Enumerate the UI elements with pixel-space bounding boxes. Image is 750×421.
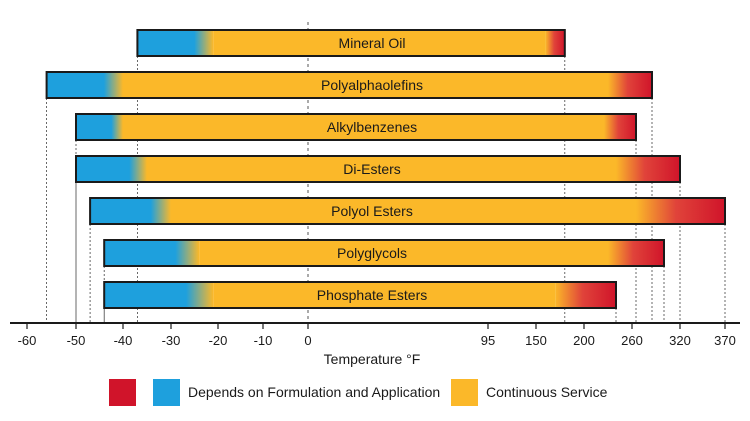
legend-swatch-1 [109,379,136,406]
bar-label: Polyalphaolefins [321,77,423,93]
bar-segment-1 [90,198,171,224]
bar-segment-2 [123,114,604,140]
bar-segment-3 [555,282,616,308]
bars: Mineral Oil Polyalphaolefins Alkylbenzenes… [45,29,727,309]
legend-swatch-2 [153,379,180,406]
bar-di-esters: Di-Esters [75,155,681,183]
x-tick-label: -50 [67,333,86,348]
bar-outline [103,239,665,267]
bar-segment-3 [636,198,725,224]
bar-segment-1 [104,282,214,308]
bar-segment-2 [199,240,608,266]
bar-polyalphaolefins: Polyalphaolefins [45,71,654,99]
bar-outline [136,29,566,57]
bar-segment-1 [76,156,147,182]
bar-segment-3 [604,114,636,140]
bar-outline [45,71,654,99]
x-tick-label: 200 [573,333,595,348]
x-tick-label: -20 [209,333,228,348]
bar-outline [103,281,617,309]
x-tick-label: 260 [621,333,643,348]
x-tick-label: -40 [114,333,133,348]
x-tick-label: 320 [669,333,691,348]
bar-polyglycols: Polyglycols [103,239,665,267]
bar-segment-1 [104,240,200,266]
bar-label: Di-Esters [343,161,401,177]
bar-alkylbenzenes: Alkylbenzenes [75,113,637,141]
x-tick-label: -10 [254,333,273,348]
x-tick-label: 150 [525,333,547,348]
bar-segment-1 [46,72,123,98]
bar-label: Polyol Esters [331,203,413,219]
bar-segment-2 [123,72,608,98]
bar-outline [75,155,681,183]
bar-label: Phosphate Esters [317,287,428,303]
bar-segment-1 [137,30,214,56]
x-tick-label: 95 [481,333,495,348]
x-axis: -60 -50 -40 -30 -20 -10 0 95 150 200 260 320 370 [10,322,740,348]
bar-segment-3 [545,30,565,56]
bar-segment-2 [147,156,616,182]
bar-label: Alkylbenzenes [327,119,417,135]
legend-label-2: Depends on Formulation and Application [188,384,440,400]
bar-segment-3 [616,156,680,182]
bar-outline [75,113,637,141]
x-axis-title: Temperature °F [324,351,421,367]
bar-segment-2 [171,198,636,224]
bar-segment-3 [608,240,664,266]
x-tick-label: -60 [18,333,37,348]
bar-outline [89,197,727,225]
bar-mineral-oil: Mineral Oil [136,29,566,57]
legend-label-3: Continuous Service [486,384,608,400]
bar-segment-2 [213,30,546,56]
bar-segment-3 [608,72,652,98]
bar-polyol-esters: Polyol Esters [89,197,727,225]
bar-segment-2 [213,282,556,308]
x-tick-label: 370 [714,333,736,348]
bar-label: Polyglycols [337,245,407,261]
legend-swatch-3 [451,379,478,406]
bar-segment-1 [76,114,123,140]
x-tick-label: 0 [304,333,311,348]
bar-phosphate-esters: Phosphate Esters [103,281,617,309]
bar-label: Mineral Oil [339,35,406,51]
x-tick-label: -30 [162,333,181,348]
legend: Depends on Formulation and Application Co… [109,379,608,406]
